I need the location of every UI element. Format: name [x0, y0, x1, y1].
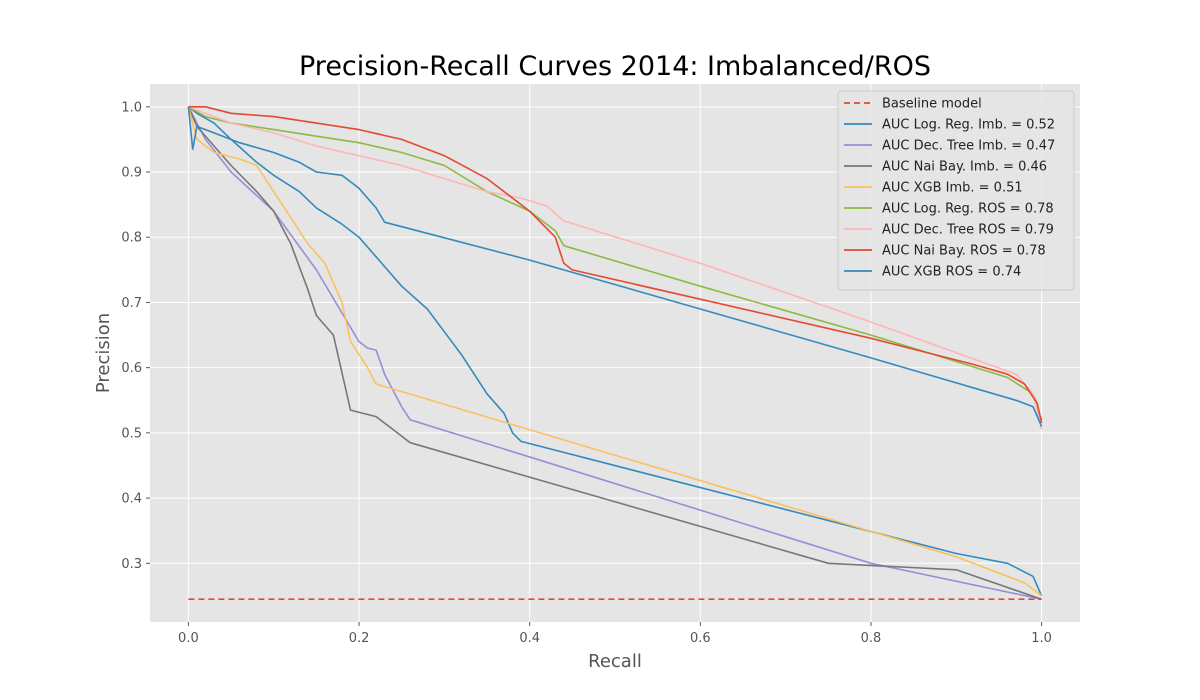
y-tick-label: 0.4	[121, 492, 142, 507]
series-line-2	[187, 106, 1042, 600]
series-lines	[187, 106, 1043, 600]
series-line-8	[187, 106, 1043, 427]
y-tick-label: 0.3	[121, 557, 142, 572]
x-tick-label: 0.8	[861, 631, 882, 646]
legend-entry: AUC Nai Bay. ROS = 0.78	[882, 244, 1046, 259]
legend: Baseline model AUC Log. Reg. Imb. = 0.52 A…	[837, 90, 1075, 291]
series-line-4	[187, 106, 1043, 597]
legend-entry: AUC Log. Reg. Imb. = 0.52	[882, 118, 1055, 133]
legend-entry: AUC Dec. Tree ROS = 0.79	[882, 223, 1054, 238]
legend-entry: AUC XGB ROS = 0.74	[882, 265, 1021, 280]
series-line-7	[188, 106, 1043, 424]
x-tick-label: 0.0	[178, 631, 199, 646]
y-tick-label: 0.5	[121, 426, 142, 441]
x-tick-label: 0.4	[519, 631, 540, 646]
x-tick-label: 0.2	[349, 631, 370, 646]
y-tick-label: 0.9	[121, 166, 142, 181]
y-axis-ticks: 0.3 0.4 0.5 0.6 0.7 0.8 0.9 1.0	[121, 100, 150, 572]
legend-entry: AUC Dec. Tree Imb. = 0.47	[882, 139, 1055, 154]
x-tick-label: 0.6	[690, 631, 711, 646]
legend-entry: AUC XGB Imb. = 0.51	[882, 181, 1023, 196]
legend-entry: Baseline model	[882, 97, 982, 112]
legend-box	[837, 90, 1075, 291]
chart-title: Precision-Recall Curves 2014: Imbalanced…	[299, 51, 931, 82]
y-tick-label: 0.7	[121, 296, 142, 311]
legend-entry: AUC Nai Bay. Imb. = 0.46	[882, 160, 1047, 175]
y-tick-label: 0.8	[121, 231, 142, 246]
x-tick-label: 1.0	[1031, 631, 1052, 646]
series-line-3	[187, 106, 1042, 600]
y-tick-label: 1.0	[121, 100, 142, 115]
legend-entry: AUC Log. Reg. ROS = 0.78	[882, 202, 1054, 217]
series-line-6	[188, 106, 1043, 430]
y-tick-label: 0.6	[121, 361, 142, 376]
series-line-1	[187, 106, 1043, 597]
x-axis-label: Recall	[588, 651, 642, 672]
y-axis-label: Precision	[93, 313, 114, 393]
x-axis-ticks: 0.0 0.2 0.4 0.6 0.8 1.0	[178, 622, 1052, 646]
